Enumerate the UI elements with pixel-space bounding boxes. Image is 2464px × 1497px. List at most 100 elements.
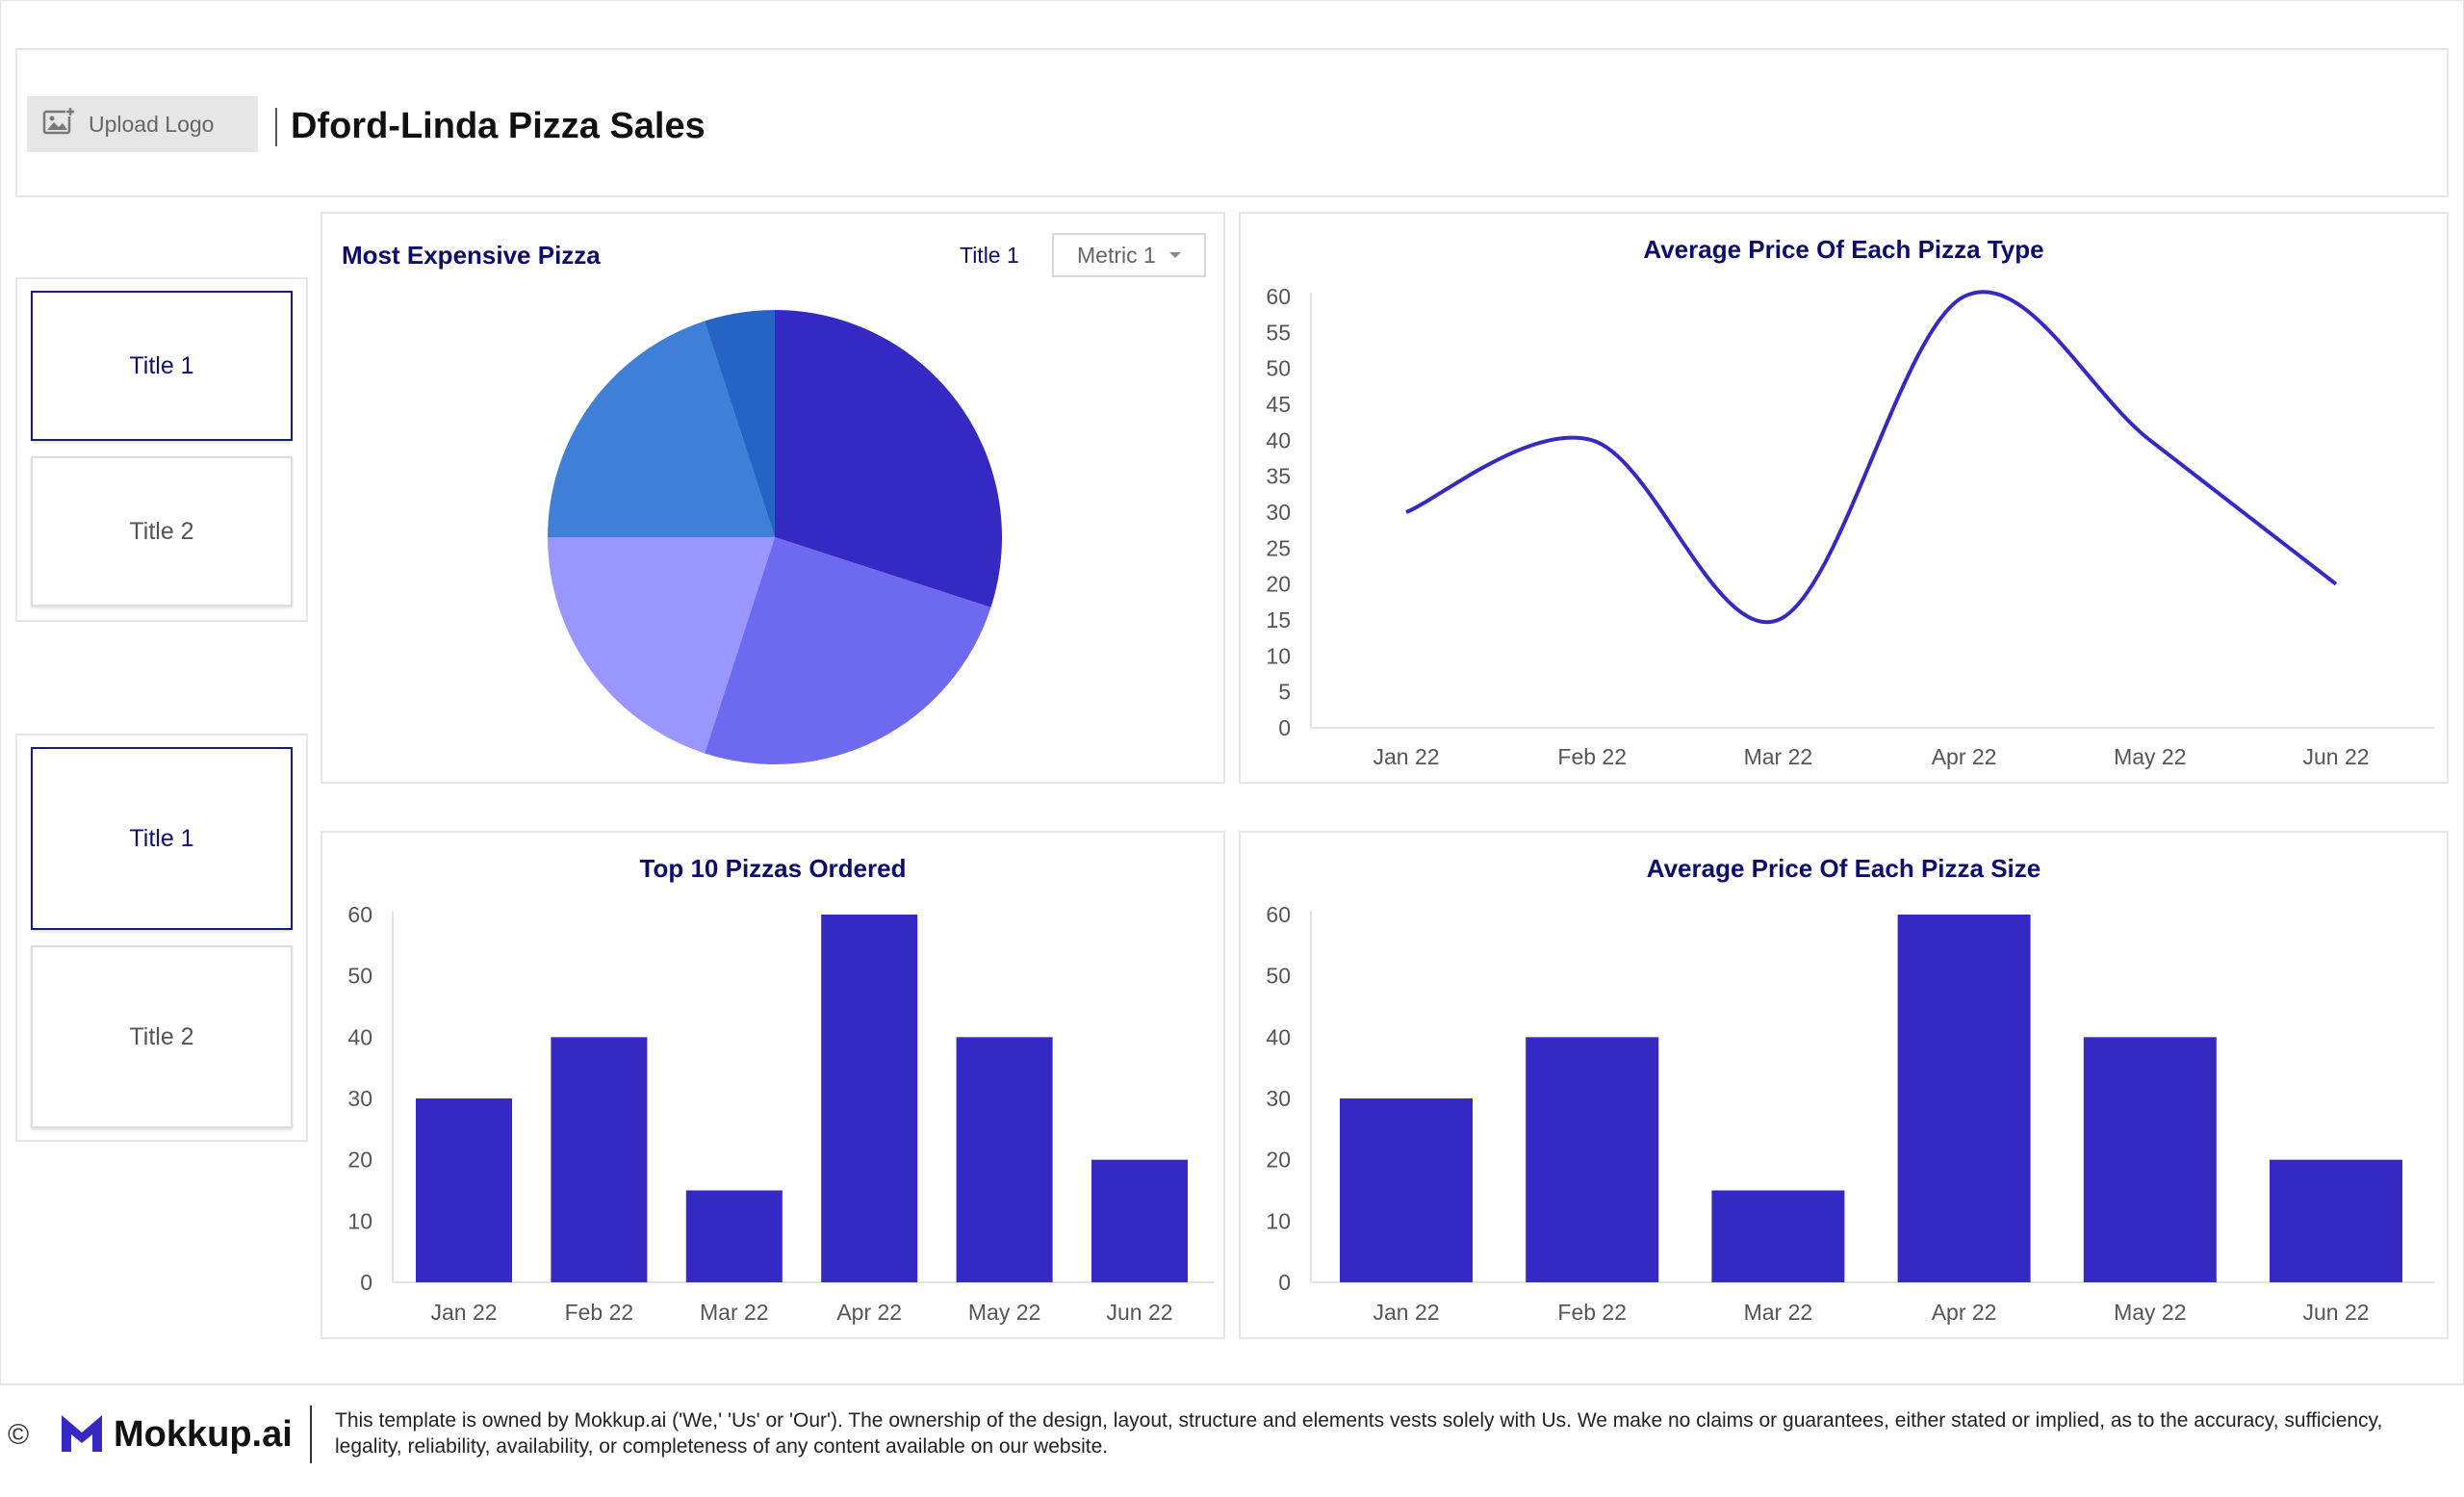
y-tick-label: 10 [1266,1208,1291,1233]
chevron-down-icon [1168,252,1181,258]
sidebar-card-label: Title 1 [129,351,194,379]
metric-dropdown-value: Metric 1 [1077,242,1156,268]
bar-chart-title: Top 10 Pizzas Ordered [639,854,907,883]
sidebar-group-2: Title 1 Title 2 [15,734,308,1142]
upload-logo-label: Upload Logo [89,111,215,137]
x-tick-label: Jan 22 [1373,744,1439,769]
y-tick-label: 50 [347,964,372,989]
x-tick-label: Jun 22 [2302,744,2369,769]
y-tick-label: 35 [1266,464,1291,489]
sidebar-card-title-2[interactable]: Title 2 [31,945,293,1128]
bar-chart-title: Average Price Of Each Pizza Size [1646,854,2041,883]
y-tick-label: 20 [1266,572,1291,597]
y-tick-label: 20 [347,1148,372,1173]
x-tick-label: Mar 22 [1744,1300,1813,1325]
y-tick-label: 0 [1278,715,1291,740]
bar [416,1098,512,1282]
pie-slice [548,321,775,537]
x-tick-label: May 22 [2114,744,2186,769]
bar [1340,1098,1473,1282]
line-chart-title: Average Price Of Each Pizza Type [1643,235,2044,264]
x-tick-label: May 22 [968,1300,1040,1325]
bar [2270,1159,2402,1282]
bar-chart-panel-pizza-size: Average Price Of Each Pizza Size 0 10 20 30… [1239,831,2449,1339]
page-title: Dford-Linda Pizza Sales [291,106,706,146]
x-tick-label: Feb 22 [565,1300,634,1325]
x-tick-label: Apr 22 [1932,744,1997,769]
x-tick-label: Jan 22 [430,1300,497,1325]
y-tick-label: 50 [1266,964,1291,989]
y-tick-label: 20 [1266,1148,1291,1173]
x-tick-label: Jun 22 [2302,1300,2369,1325]
y-tick-label: 55 [1266,320,1291,345]
y-tick-label: 50 [1266,356,1291,381]
image-upload-icon [42,107,75,142]
header-divider [275,108,277,146]
pie-slice [775,310,1003,607]
sidebar-card-title-1[interactable]: Title 1 [31,291,293,441]
bar-chart: 0 10 20 30 40 50 60 Jan 22 Feb 22 Mar 22 Apr 22 May… [347,902,1214,1325]
pie-slice [705,537,991,765]
sidebar-group-1: Title 1 Title 2 [15,277,308,622]
line-chart-panel: Average Price Of Each Pizza Type 0 5 10 15 2… [1239,212,2449,784]
x-tick-label: Apr 22 [836,1300,902,1325]
line-chart: 0 5 10 15 20 25 30 35 40 45 50 55 60 Jan 22 Feb 22 Mar … [1266,284,2434,769]
metric-dropdown[interactable]: Metric 1 [1052,233,1206,277]
line-series [1405,290,2338,625]
y-tick-label: 15 [1266,607,1291,632]
mokkup-logo-icon [60,1411,104,1458]
y-tick-label: 10 [1266,643,1291,668]
upload-logo-button[interactable]: Upload Logo [27,96,258,152]
sidebar-card-title-2[interactable]: Title 2 [31,456,293,607]
y-tick-label: 40 [1266,1024,1291,1049]
brand-name: Mokkup.ai [114,1414,293,1455]
y-tick-label: 60 [1266,902,1291,927]
footer-disclaimer: This template is owned by Mokkup.ai ('We… [335,1409,2383,1458]
y-tick-label: 5 [1278,680,1291,705]
pie-slice [705,310,775,537]
y-tick-label: 40 [1266,427,1291,452]
x-tick-label: Feb 22 [1557,1300,1627,1325]
y-tick-label: 30 [347,1086,372,1111]
pie-chart-title: Most Expensive Pizza [342,241,601,270]
x-tick-label: Mar 22 [700,1300,769,1325]
pie-chart-panel: Most Expensive Pizza Title 1 Metric 1 [321,212,1225,784]
pie-chart [548,310,1003,765]
bar [1526,1037,1659,1282]
y-tick-label: 30 [1266,1086,1291,1111]
pie-slice [548,537,775,754]
metric-label: Title 1 [960,243,1019,268]
y-tick-label: 30 [1266,500,1291,525]
bar [2083,1037,2217,1282]
sidebar-card-title-1[interactable]: Title 1 [31,747,293,930]
bar-chart-panel-top-pizzas: Top 10 Pizzas Ordered 0 10 20 30 40 50 60 Jan 2… [321,831,1225,1339]
x-tick-label: Mar 22 [1744,744,1813,769]
copyright-symbol: © [8,1419,30,1451]
x-tick-label: Jan 22 [1373,1300,1439,1325]
mokkup-brand-link[interactable]: Mokkup.ai [60,1411,293,1458]
x-tick-label: Apr 22 [1932,1300,1997,1325]
y-tick-label: 25 [1266,535,1291,560]
x-tick-label: Feb 22 [1557,744,1627,769]
bar [1091,1159,1188,1282]
bar [956,1037,1053,1282]
y-tick-label: 60 [347,902,372,927]
y-tick-label: 40 [347,1024,372,1049]
x-tick-label: May 22 [2114,1300,2186,1325]
sidebar-card-label: Title 1 [129,824,194,852]
y-tick-label: 60 [1266,284,1291,309]
y-tick-label: 45 [1266,392,1291,417]
x-tick-label: Jun 22 [1106,1300,1172,1325]
footer-divider [310,1406,312,1463]
bar-chart: 0 10 20 30 40 50 60 Jan 22 Feb 22 Mar 22 Apr 22 May… [1266,902,2434,1325]
sidebar-card-label: Title 2 [129,517,194,545]
bar [551,1037,648,1282]
bar [1711,1190,1845,1282]
bar [685,1190,783,1282]
bar [821,915,918,1282]
y-tick-label: 0 [1278,1270,1291,1295]
y-tick-label: 10 [347,1208,372,1233]
y-tick-label: 0 [360,1270,372,1295]
header-bar: Upload Logo Dford-Linda Pizza Sales [15,48,2449,197]
sidebar-card-label: Title 2 [129,1022,194,1050]
